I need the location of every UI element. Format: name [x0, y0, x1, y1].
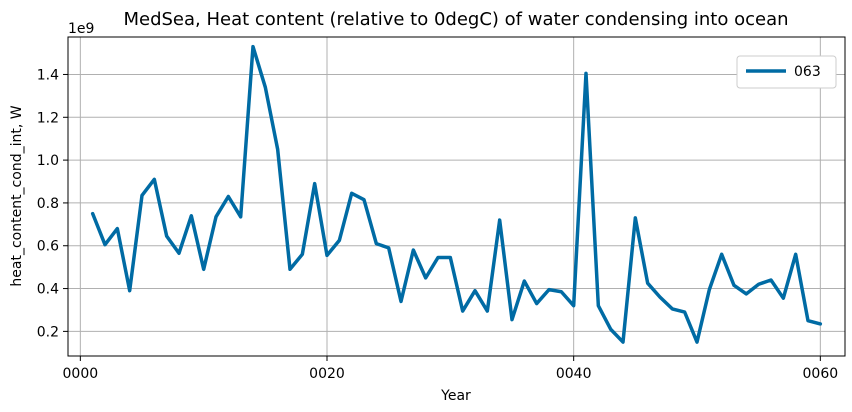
series-line-063: [90, 44, 823, 344]
data-point: [609, 327, 613, 331]
data-point: [202, 267, 206, 271]
series-layer: [90, 44, 823, 344]
legend-label-063: 063: [794, 64, 821, 80]
y-tick-label: 0.6: [37, 239, 59, 255]
data-point: [596, 304, 600, 308]
data-point: [325, 253, 329, 257]
data-point: [498, 218, 502, 222]
x-tick-label: 0060: [803, 366, 839, 382]
data-point: [276, 148, 280, 151]
y-tick-label: 1.4: [37, 67, 59, 83]
data-point: [177, 251, 181, 255]
data-point: [436, 256, 440, 259]
data-point: [794, 252, 798, 256]
y-tick-label: 0.4: [37, 282, 59, 298]
data-point: [103, 243, 107, 247]
data-point: [115, 227, 119, 231]
data-point: [411, 248, 415, 252]
y-tick-label: 0.2: [37, 324, 59, 340]
data-point: [165, 234, 169, 238]
data-point: [646, 281, 650, 285]
data-point: [744, 292, 748, 296]
data-point: [485, 309, 489, 313]
data-point: [510, 318, 514, 321]
x-tick-label: 0000: [63, 366, 99, 382]
data-point: [547, 288, 551, 292]
data-point: [522, 279, 526, 283]
data-point: [448, 256, 452, 259]
y-tick-label: 1.0: [37, 153, 59, 169]
data-point: [189, 214, 193, 218]
data-point: [251, 45, 255, 49]
data-point: [683, 310, 687, 314]
plot-frame: [67, 36, 846, 357]
data-point: [473, 289, 477, 293]
data-point: [806, 319, 810, 323]
legend: 063: [736, 55, 837, 89]
data-point: [128, 289, 132, 293]
data-point: [633, 216, 637, 220]
data-point: [621, 340, 625, 344]
y-tick-label: 1.2: [37, 110, 59, 126]
data-point: [362, 198, 366, 202]
data-point: [535, 302, 539, 305]
data-point: [140, 194, 144, 197]
data-point: [337, 238, 341, 242]
data-point: [350, 191, 354, 195]
data-point: [152, 177, 156, 181]
data-point: [91, 212, 95, 216]
data-point: [720, 252, 724, 256]
x-axis-label: Year: [440, 388, 471, 404]
data-point: [313, 182, 317, 186]
x-tick-label: 0040: [556, 366, 592, 382]
data-point: [769, 278, 773, 282]
data-point: [461, 309, 465, 313]
data-point: [584, 72, 588, 75]
data-point: [263, 85, 267, 89]
data-point: [658, 295, 662, 299]
y-tick-label: 0.8: [37, 196, 59, 212]
grid-lines: [68, 37, 845, 356]
data-point: [781, 296, 785, 300]
data-point: [757, 282, 761, 286]
data-point: [374, 242, 378, 246]
data-point: [300, 252, 304, 256]
data-point: [424, 276, 428, 280]
data-point: [818, 322, 822, 326]
data-point: [288, 267, 292, 271]
data-point: [572, 304, 576, 308]
data-point: [399, 300, 403, 303]
x-tick-label: 0020: [309, 366, 345, 382]
data-point: [559, 290, 563, 294]
data-point: [214, 215, 218, 219]
chart-title: MedSea, Heat content (relative to 0degC)…: [123, 9, 788, 30]
data-point: [695, 340, 699, 344]
data-point: [732, 283, 736, 287]
y-offset-label: 1e9: [68, 21, 94, 37]
legend-box: [736, 55, 837, 89]
data-point: [387, 246, 391, 250]
data-point: [707, 288, 711, 292]
data-point: [239, 215, 243, 219]
data-point: [670, 307, 674, 311]
data-point: [226, 195, 230, 198]
axes: 0000 0020 0040 0060 0.2 0.4 0.6 0.8 1.0 1.2 1.4: [37, 67, 838, 382]
y-axis-label: heat_content_cond_int, W: [9, 105, 25, 286]
